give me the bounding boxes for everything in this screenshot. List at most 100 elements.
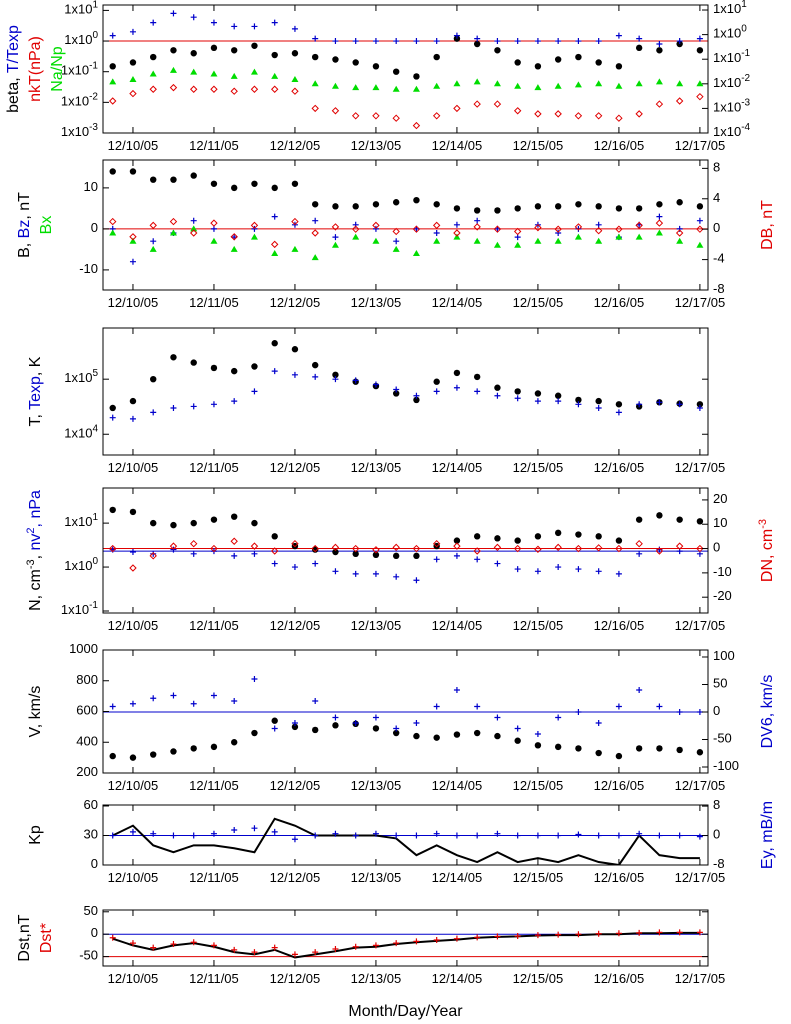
data-point	[210, 544, 218, 553]
tick-label: 4	[713, 190, 720, 205]
data-point	[432, 221, 441, 230]
data-point	[656, 512, 663, 519]
data-point	[575, 931, 582, 938]
data-point	[494, 392, 501, 399]
data-line	[112, 817, 700, 865]
data-point	[513, 227, 522, 236]
x-tick-label: 12/17/05	[675, 778, 726, 793]
data-point	[575, 38, 582, 45]
data-point	[493, 225, 502, 233]
x-tick-label: 12/12/05	[270, 460, 321, 475]
data-point	[676, 237, 684, 244]
data-point	[150, 53, 157, 61]
data-point	[392, 114, 400, 122]
data-point	[453, 686, 460, 693]
data-point	[190, 172, 197, 179]
data-point	[352, 59, 359, 66]
tick-label: -8	[713, 281, 725, 296]
x-tick-label: 12/15/05	[513, 971, 564, 986]
data-point	[332, 722, 339, 729]
tick-label: 200	[76, 764, 98, 779]
data-point	[270, 547, 279, 555]
data-point	[595, 59, 602, 66]
data-point	[595, 832, 602, 839]
data-point	[150, 550, 157, 557]
data-point	[372, 63, 380, 70]
data-point	[271, 533, 278, 540]
data-point	[676, 708, 683, 715]
data-point	[251, 23, 258, 30]
data-point	[474, 934, 481, 941]
data-point	[615, 832, 622, 839]
data-point	[696, 35, 703, 42]
data-point	[433, 703, 440, 710]
data-point	[413, 719, 420, 726]
data-point	[250, 221, 259, 230]
data-point	[393, 940, 400, 947]
data-point	[393, 725, 400, 732]
data-point	[675, 229, 684, 237]
data-point	[190, 700, 197, 707]
data-point	[392, 199, 400, 206]
data-point	[433, 229, 440, 236]
data-point	[676, 401, 683, 408]
data-point	[656, 201, 663, 208]
data-point	[109, 832, 116, 839]
data-point	[555, 832, 562, 839]
axis-label: Bx	[38, 216, 55, 235]
data-point	[109, 78, 117, 85]
data-point	[494, 225, 501, 232]
data-point	[514, 932, 521, 939]
data-point	[473, 373, 481, 381]
data-point	[331, 543, 340, 552]
data-point	[635, 221, 643, 230]
data-point	[514, 737, 521, 744]
x-tick-label: 12/16/05	[594, 460, 645, 475]
data-point	[595, 237, 603, 244]
tick-label: 1x101	[64, 0, 98, 17]
data-point	[271, 184, 278, 192]
data-point	[696, 47, 704, 54]
data-point	[635, 110, 643, 118]
data-point	[534, 38, 541, 45]
data-point	[615, 114, 623, 122]
data-point	[190, 745, 197, 752]
data-point	[129, 258, 136, 265]
data-point	[615, 225, 623, 233]
x-axis-label: Month/Day/Year	[348, 1003, 463, 1020]
data-point	[615, 32, 622, 39]
data-point	[473, 729, 481, 737]
data-point	[474, 217, 481, 224]
data-point	[433, 830, 440, 837]
data-point	[474, 556, 481, 563]
data-point	[170, 941, 177, 948]
data-point	[311, 726, 319, 734]
data-point	[129, 233, 137, 241]
x-tick-label: 12/17/05	[675, 971, 726, 986]
data-point	[372, 381, 379, 388]
data-point	[190, 225, 198, 232]
data-point	[453, 229, 461, 237]
data-point	[129, 89, 137, 98]
plot-frame	[102, 909, 709, 967]
data-point	[453, 369, 461, 377]
x-tick-label: 12/11/05	[189, 138, 239, 153]
data-point	[150, 830, 157, 837]
data-point	[514, 38, 521, 45]
data-point	[231, 513, 238, 520]
tick-label: 1x105	[64, 368, 98, 385]
data-point	[635, 539, 643, 548]
data-point	[190, 229, 198, 237]
x-tick-label: 12/17/05	[675, 138, 726, 153]
data-point	[493, 80, 501, 87]
tick-label: -10	[79, 261, 98, 276]
data-point	[555, 714, 562, 721]
data-point	[291, 539, 299, 548]
axis-label: DV6, km/s	[759, 675, 776, 749]
data-point	[534, 545, 542, 553]
x-tick-label: 12/15/05	[513, 778, 564, 793]
data-point	[210, 516, 218, 523]
data-point	[555, 229, 562, 236]
data-point	[676, 225, 683, 232]
x-tick-label: 12/10/05	[108, 618, 159, 633]
